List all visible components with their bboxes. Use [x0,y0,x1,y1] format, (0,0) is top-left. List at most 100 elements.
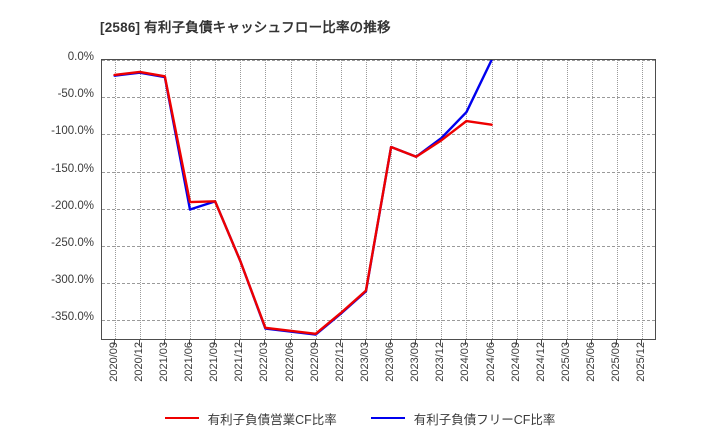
gridline-horizontal [102,208,655,210]
x-axis-tick-label: 2021/12 [233,342,245,398]
x-axis-tick-label: 2021/06 [183,342,195,398]
legend-line-icon [164,417,199,419]
x-axis-tick [540,340,542,345]
x-axis-tick-label-text: 2021/03 [157,342,170,382]
x-axis-tick-label: 2025/03 [560,342,572,398]
x-axis-tick-label: 2024/09 [510,342,522,398]
x-axis-tick-label-text: 2021/12 [233,342,246,382]
x-axis-tick-label-text: 2021/06 [182,342,195,382]
x-axis-tick [591,340,593,345]
x-axis-tick-label-text: 2023/09 [409,342,422,382]
x-axis-tick-label: 2024/12 [535,342,547,398]
gridline-vertical [466,60,468,339]
y-axis-tick-label: -150.0% [51,162,94,175]
gridline-horizontal [102,283,655,285]
x-axis-tick [214,340,216,345]
x-axis-tick-label-text: 2025/12 [635,342,648,382]
x-axis-tick [364,340,366,345]
gridline-horizontal [102,171,655,173]
gridline-vertical [491,60,493,339]
x-axis-tick-label: 2025/09 [610,342,622,398]
x-axis: 2020/09 2020/12 2021/03 2021/06 2021/09 2021/… [101,340,654,400]
legend: 有利子負債営業CF比率 有利子負債フリーCF比率 [0,404,720,432]
x-axis-tick-label-text: 2022/12 [333,342,346,382]
series-lines [113,60,493,336]
gridline-horizontal [102,246,655,247]
legend-item[interactable]: 有利子負債フリーCF比率 [370,409,555,428]
x-axis-tick [163,340,165,345]
x-axis-tick [239,340,241,345]
x-axis-tick [465,340,467,345]
x-axis-tick [339,340,341,345]
gridline-vertical [416,60,418,339]
y-axis-tick-label: -200.0% [51,199,94,212]
gridline-vertical [215,60,217,339]
x-axis-tick-label: 2022/12 [334,342,346,398]
gridline-horizontal [102,60,655,61]
x-axis-tick-label: 2025/06 [585,342,597,398]
x-axis-tick-label-text: 2022/06 [283,342,296,382]
gridline-vertical [365,60,367,339]
x-axis-tick [490,340,492,345]
x-axis-tick-label-text: 2025/03 [560,342,573,382]
x-axis-tick-label-text: 2024/12 [534,342,547,382]
gridline-horizontal [102,134,655,136]
gridline-vertical [315,60,317,339]
gridline-vertical [265,60,267,339]
x-axis-tick-label-text: 2024/06 [484,342,497,382]
series-line [113,70,493,335]
x-axis-tick-label-text: 2024/03 [459,342,472,382]
plot-area [101,59,656,340]
x-axis-tick [390,340,392,345]
x-axis-tick-label-text: 2023/12 [434,342,447,382]
x-axis-tick [289,340,291,345]
x-axis-tick-label: 2023/12 [434,342,446,398]
gridline-vertical [441,60,443,339]
y-axis-tick-label: -100.0% [51,125,94,138]
legend-item[interactable]: 有利子負債営業CF比率 [164,409,337,428]
x-axis-tick-label: 2022/06 [284,342,296,398]
x-axis-tick-label-text: 2023/06 [384,342,397,382]
gridline-vertical [541,60,543,339]
x-axis-tick-label: 2024/06 [485,342,497,398]
x-axis-tick [138,340,140,345]
x-axis-tick-label: 2020/09 [108,342,120,398]
x-axis-tick-label: 2023/06 [384,342,396,398]
y-axis-tick-label: -50.0% [57,88,94,101]
y-axis: 0.0% -50.0% -100.0% -150.0% -200.0% -250.0% -3… [30,51,130,338]
gridline-vertical [290,60,292,339]
gridline-horizontal [102,97,655,99]
x-axis-tick-label-text: 2022/03 [258,342,271,382]
gridline-vertical [139,60,141,339]
x-axis-tick [314,340,316,345]
x-axis-tick-label: 2025/12 [635,342,647,398]
legend-label: 有利子負債営業CF比率 [207,412,337,427]
gridline-vertical [164,60,166,339]
x-axis-tick-label: 2023/09 [409,342,421,398]
gridline-vertical [516,60,518,339]
gridline-vertical [340,60,342,339]
gridline-vertical [617,60,619,339]
x-axis-tick-label-text: 2022/09 [308,342,321,382]
legend-line-icon [370,417,405,419]
x-axis-tick [515,340,517,345]
x-axis-tick [440,340,442,345]
page-title: [2586] 有利子負債キャッシュフロー比率の推移 [100,20,391,35]
gridline-horizontal [102,320,655,322]
x-axis-tick [616,340,618,345]
x-axis-tick-label: 2022/03 [258,342,270,398]
x-axis-tick [188,340,190,345]
y-axis-tick-label: -350.0% [51,311,94,324]
x-axis-tick [113,340,115,345]
gridline-vertical [567,60,569,339]
x-axis-tick [415,340,417,345]
x-axis-tick [641,340,643,345]
x-axis-tick-label: 2020/12 [133,342,145,398]
x-axis-tick-label-text: 2020/12 [132,342,145,382]
x-axis-tick-label-text: 2025/09 [610,342,623,382]
y-axis-tick-label: -300.0% [51,274,94,287]
gridline-vertical [642,60,644,339]
x-axis-tick-label-text: 2023/03 [358,342,371,382]
gridline-vertical [391,60,393,339]
